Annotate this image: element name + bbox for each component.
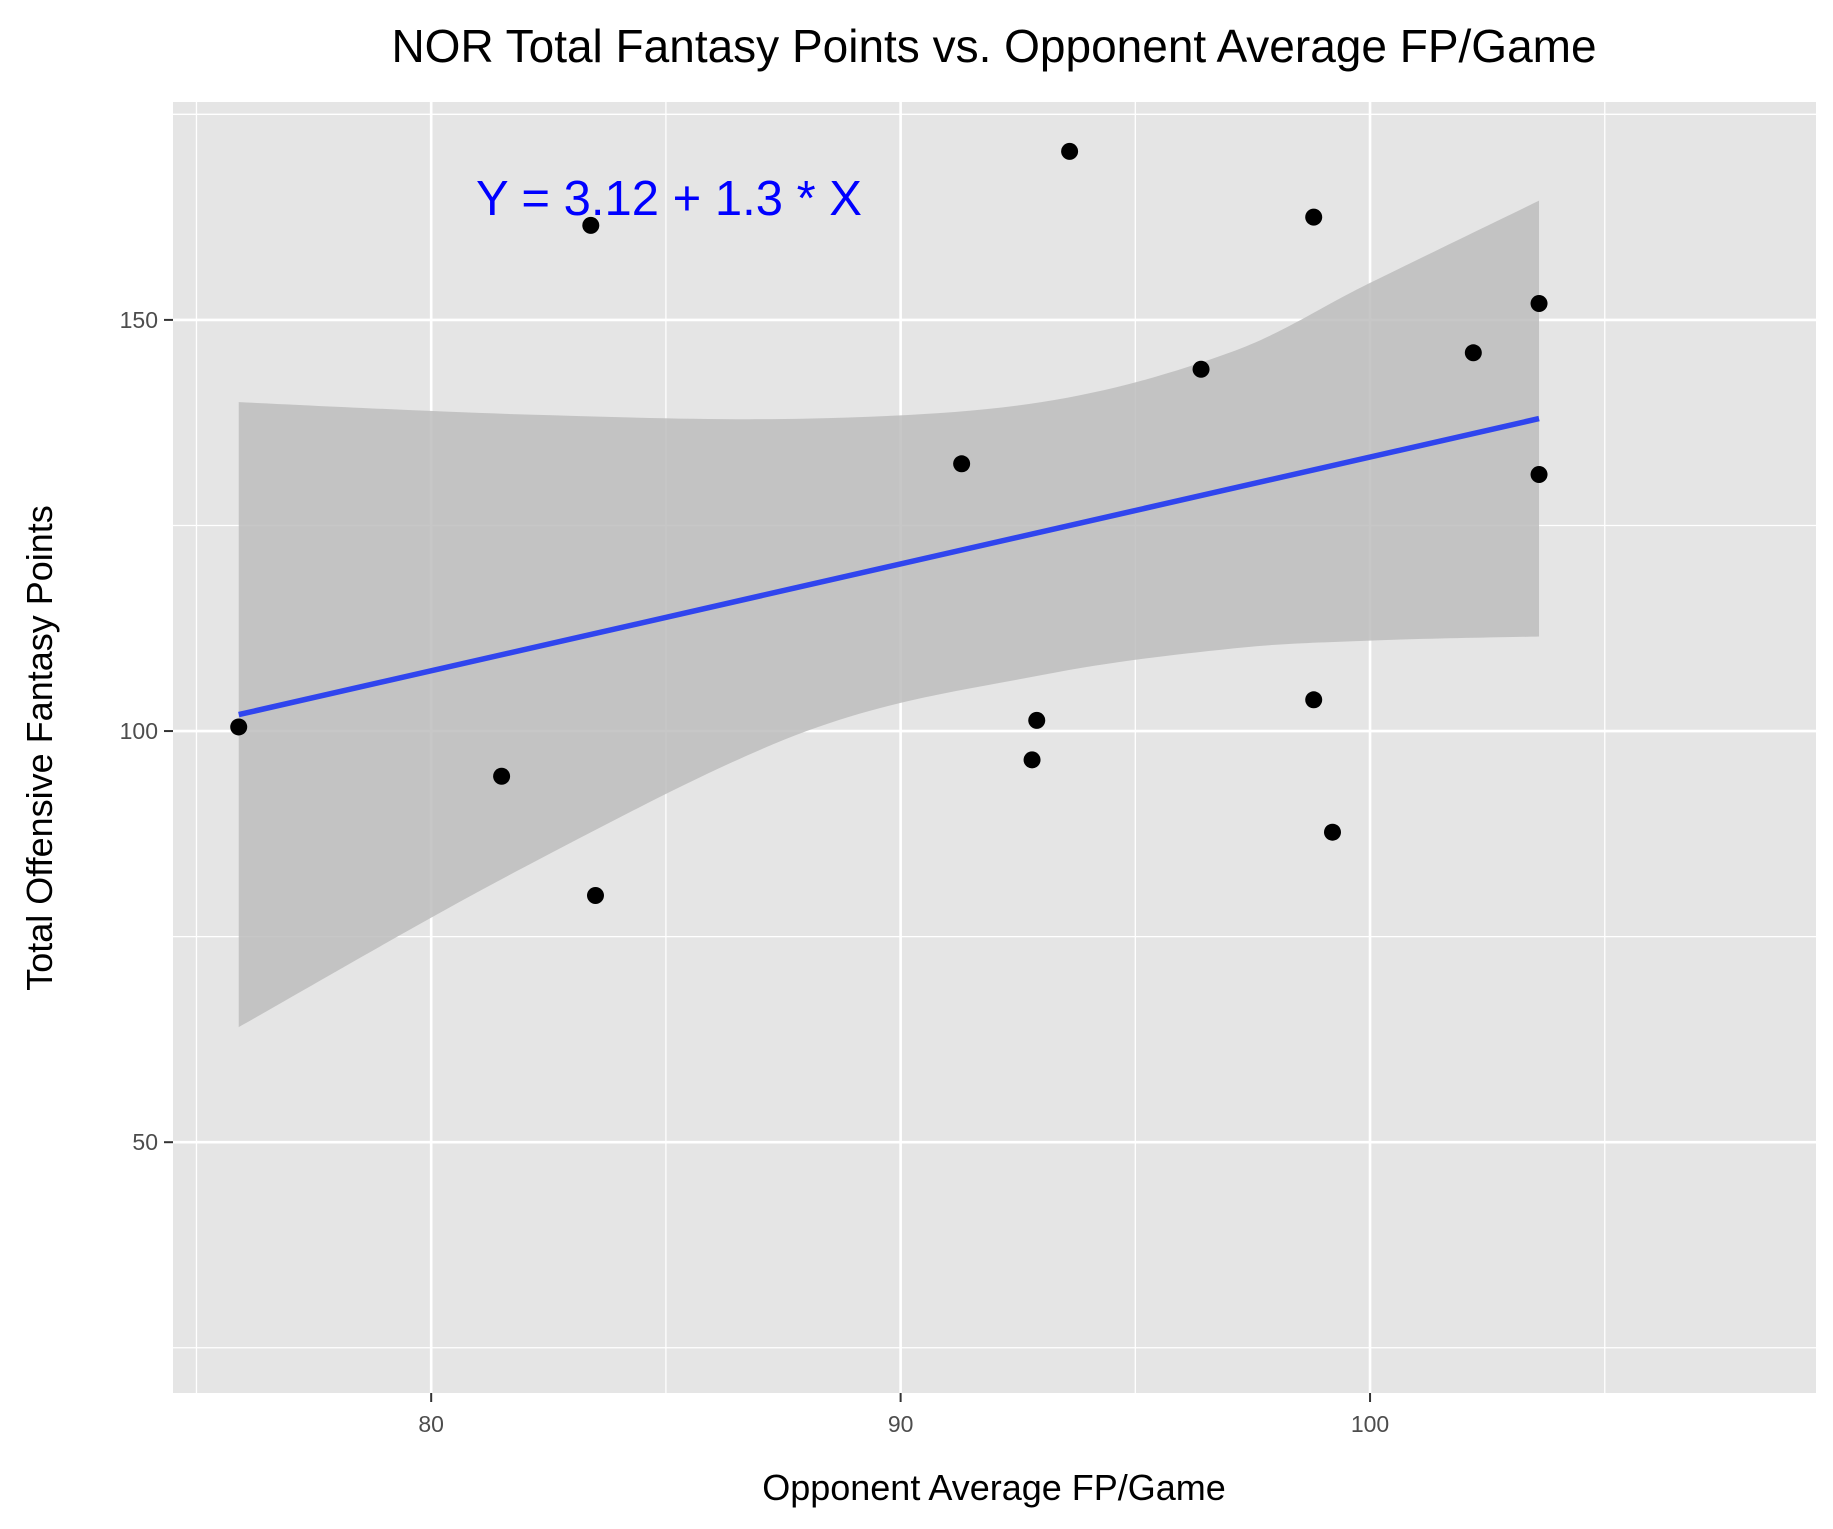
confidence-band-area <box>238 200 1540 1028</box>
data-point <box>1530 294 1548 312</box>
y-axis-ticks: 50 100 150 <box>120 307 173 1155</box>
regression-line <box>238 415 1540 718</box>
data-points <box>230 142 1548 905</box>
x-tick-label: 80 <box>418 1411 444 1437</box>
data-point <box>230 718 248 736</box>
data-point <box>493 767 511 785</box>
y-tick-label: 150 <box>120 307 158 333</box>
data-point <box>1323 823 1341 841</box>
data-point <box>586 887 604 905</box>
chart-title: NOR Total Fantasy Points vs. Opponent Av… <box>391 20 1596 72</box>
data-point <box>1530 465 1548 483</box>
confidence-band <box>238 200 1540 1028</box>
data-point <box>953 455 971 473</box>
data-point <box>1061 142 1079 160</box>
regression-line-segment <box>238 415 1540 718</box>
x-tick-label: 100 <box>1351 1411 1389 1437</box>
data-point <box>1305 691 1323 709</box>
x-tick-label: 90 <box>888 1411 914 1437</box>
data-point <box>1028 711 1046 729</box>
data-point <box>1305 208 1323 226</box>
regression-equation: Y = 3.12 + 1.3 * X <box>476 172 862 226</box>
data-point <box>1023 751 1041 769</box>
data-point <box>582 216 600 234</box>
y-tick-label: 50 <box>132 1129 158 1155</box>
x-axis-ticks: 80 90 100 <box>418 1393 1389 1437</box>
x-axis-title: Opponent Average FP/Game <box>762 1467 1226 1508</box>
data-point <box>1464 344 1482 362</box>
y-axis-title: Total Offensive Fantasy Points <box>19 505 60 991</box>
y-tick-label: 100 <box>120 718 158 744</box>
data-point <box>1192 360 1210 378</box>
